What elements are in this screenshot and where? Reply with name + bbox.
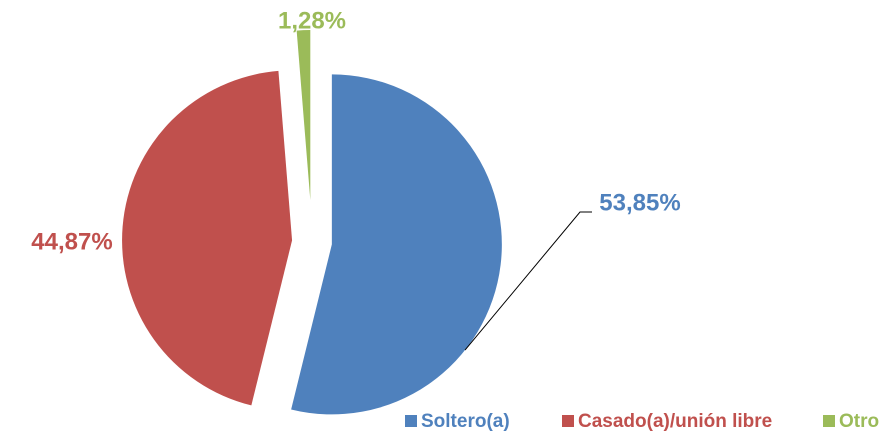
legend-swatch bbox=[823, 415, 835, 427]
pie-slice bbox=[291, 74, 502, 415]
legend-label: Soltero(a) bbox=[421, 411, 510, 432]
data-label: 53,85% bbox=[599, 189, 680, 216]
legend-label: Casado(a)/unión libre bbox=[578, 411, 772, 432]
pie-slice bbox=[122, 70, 293, 406]
legend-swatch bbox=[405, 415, 417, 427]
legend-label: Otro bbox=[839, 411, 879, 432]
data-label: 44,87% bbox=[31, 228, 112, 255]
legend-swatch bbox=[562, 415, 574, 427]
pie-slice bbox=[296, 30, 311, 201]
data-label: 1,28% bbox=[278, 7, 346, 34]
leader-line bbox=[464, 211, 592, 351]
